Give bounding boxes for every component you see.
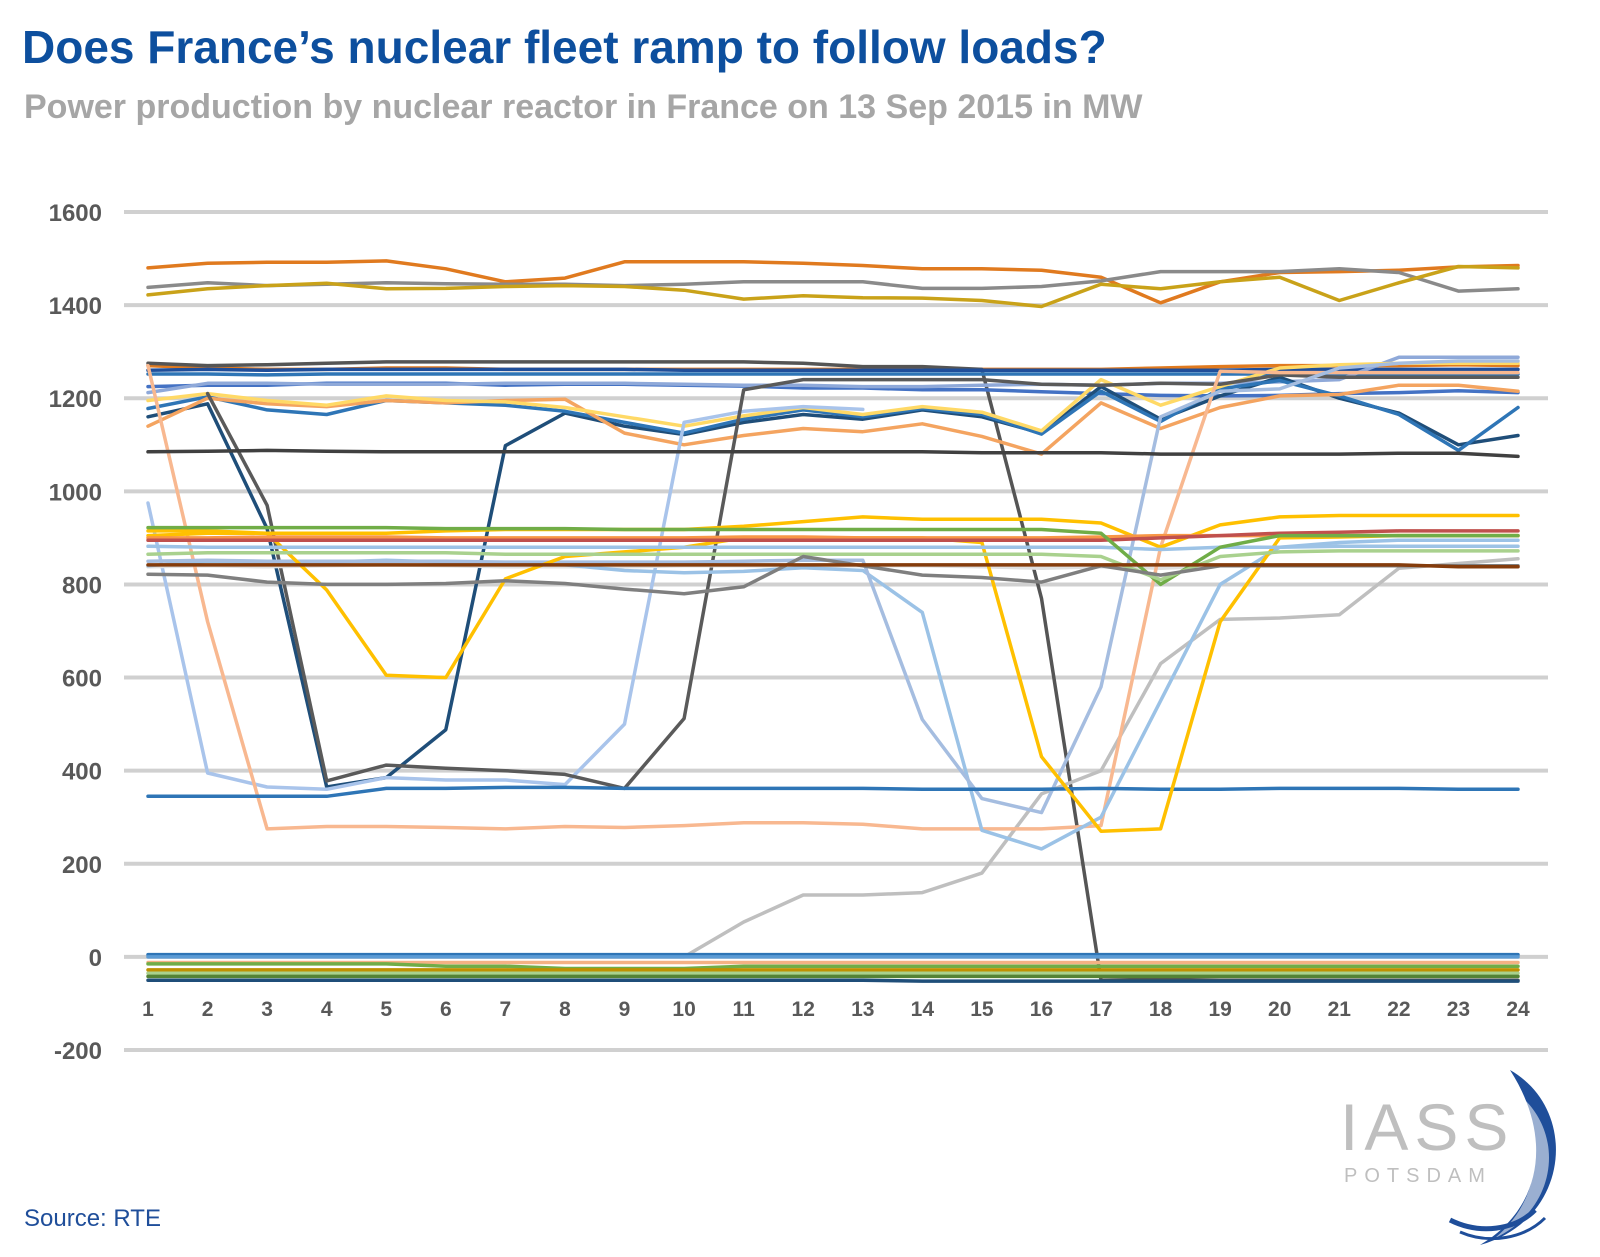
y-tick-label: 0 (89, 945, 102, 972)
series-line-23 (146, 513, 1520, 549)
x-tick-label: 3 (261, 998, 273, 1021)
series-line-12 (146, 383, 1520, 456)
x-tick-label: 9 (619, 998, 631, 1021)
y-axis-tick-labels: -200 0 200 400 600 800 1000 1200 1400 1600 (49, 200, 102, 1065)
x-tick-label: 6 (440, 998, 452, 1021)
gridlines (124, 210, 1548, 1052)
series-line-25 (146, 529, 1520, 542)
y-tick-label: 1600 (49, 200, 102, 227)
x-axis-tick-labels: 1 2 3 4 5 6 7 8 9 10 11 12 13 14 15 16 17 18 19 20 21 22 23 24 (142, 998, 1530, 1021)
x-tick-label: 5 (380, 998, 392, 1021)
series-line-15 (205, 373, 1520, 791)
y-tick-label: 1200 (49, 386, 102, 413)
x-tick-label: 14 (911, 998, 935, 1021)
x-tick-label: 24 (1506, 998, 1530, 1021)
series-line-35 (146, 962, 1520, 971)
series-line-28 (146, 549, 1520, 582)
series-line-6 (146, 367, 1520, 373)
chart-subtitle: Power production by nuclear reactor in F… (24, 88, 1143, 126)
svg-text:POTSDAM: POTSDAM (1344, 1165, 1492, 1187)
x-tick-label: 19 (1208, 998, 1231, 1021)
x-tick-label: 15 (970, 998, 994, 1021)
x-tick-label: 8 (559, 998, 571, 1021)
x-tick-label: 12 (792, 998, 815, 1021)
series-line-2 (146, 267, 1520, 293)
y-tick-label: -200 (54, 1038, 102, 1065)
series-line-14 (146, 404, 865, 792)
series-line-31 (146, 448, 1520, 459)
x-tick-label: 17 (1089, 998, 1112, 1021)
x-tick-label: 1 (142, 998, 154, 1021)
series-line-30 (146, 563, 1520, 569)
x-tick-label: 4 (321, 998, 333, 1021)
x-tick-label: 16 (1030, 998, 1053, 1021)
x-tick-label: 22 (1387, 998, 1410, 1021)
series-line-16 (146, 557, 1520, 959)
x-tick-label: 21 (1328, 998, 1352, 1021)
source-note: Source: RTE (24, 1205, 161, 1232)
series-line-22 (146, 529, 1520, 833)
series-line-21 (146, 785, 1520, 799)
x-tick-label: 7 (500, 998, 512, 1021)
y-tick-label: 200 (62, 852, 102, 879)
y-tick-label: 1000 (49, 479, 102, 506)
svg-text:IASS: IASS (1340, 1090, 1514, 1164)
y-tick-label: 600 (62, 666, 102, 693)
series-lines (146, 259, 1520, 983)
x-tick-label: 2 (202, 998, 214, 1021)
series-line-19 (146, 538, 1520, 851)
y-tick-label: 800 (62, 572, 102, 599)
series-line-3 (146, 264, 1520, 309)
y-tick-label: 1400 (49, 293, 102, 320)
x-tick-label: 23 (1447, 998, 1470, 1021)
chart-title: Does France’s nuclear fleet ramp to foll… (22, 21, 1107, 73)
x-tick-label: 20 (1268, 998, 1291, 1021)
x-tick-label: 18 (1149, 998, 1173, 1021)
x-tick-label: 10 (672, 998, 695, 1021)
series-line-39 (146, 978, 1520, 983)
series-line-18 (146, 363, 1520, 831)
series-line-10 (146, 375, 1520, 789)
x-tick-label: 11 (733, 998, 756, 1021)
series-line-13 (146, 361, 1520, 433)
iass-potsdam-logo: IASS POTSDAM (1340, 1070, 1556, 1245)
series-line-27 (146, 525, 1520, 587)
x-tick-label: 13 (851, 998, 874, 1021)
series-line-26 (146, 544, 1520, 552)
y-tick-label: 400 (62, 759, 102, 786)
